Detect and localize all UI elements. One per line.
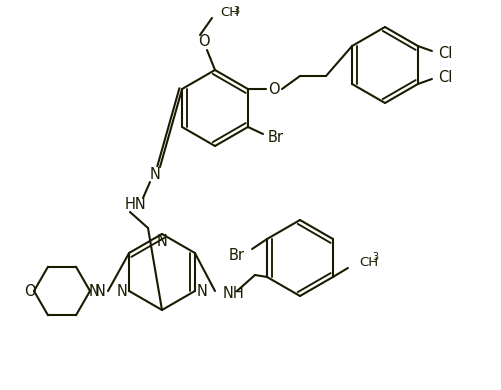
Text: Br: Br [268, 131, 284, 145]
Text: O: O [268, 82, 279, 96]
Text: N: N [196, 284, 207, 298]
Text: Br: Br [228, 248, 244, 264]
Text: O: O [24, 284, 36, 298]
Text: O: O [198, 34, 209, 50]
Text: Cl: Cl [437, 69, 451, 85]
Text: N: N [149, 167, 160, 183]
Text: Cl: Cl [437, 46, 451, 62]
Text: 3: 3 [232, 6, 238, 16]
Text: CH: CH [358, 257, 377, 269]
Text: 3: 3 [371, 252, 377, 262]
Text: N: N [116, 284, 127, 298]
Text: CH: CH [219, 5, 238, 18]
Text: N: N [156, 234, 167, 250]
Text: N: N [88, 284, 99, 298]
Text: N: N [94, 284, 105, 298]
Text: NH: NH [222, 287, 244, 301]
Text: HN: HN [125, 197, 147, 213]
